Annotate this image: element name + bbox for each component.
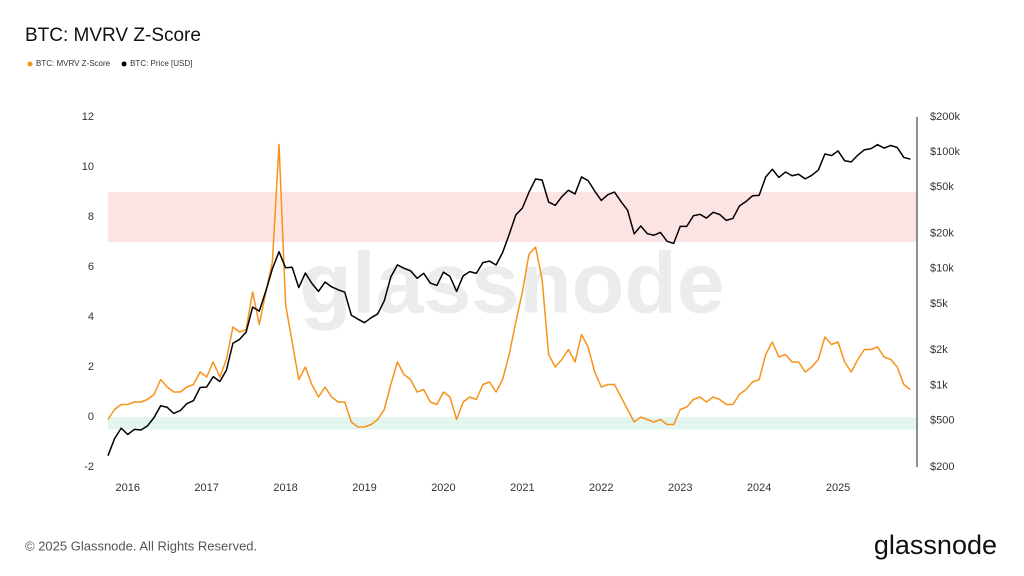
- x-tick-label: 2017: [194, 482, 218, 494]
- watermark: glassnode: [299, 236, 724, 332]
- y2-tick-label: $200: [930, 461, 954, 473]
- y2-tick-label: $10k: [930, 263, 954, 275]
- y-tick-label: 10: [82, 161, 94, 173]
- legend-label: BTC: MVRV Z-Score: [36, 59, 111, 68]
- y2-tick-label: $200k: [930, 111, 960, 123]
- x-tick-label: 2022: [589, 482, 613, 494]
- chart-title: BTC: MVRV Z-Score: [25, 25, 201, 46]
- logo: glassnode: [874, 530, 997, 560]
- y2-tick-label: $20k: [930, 228, 954, 240]
- y-tick-label: 8: [88, 211, 94, 223]
- y2-tick-label: $2k: [930, 344, 948, 356]
- y2-tick-label: $50k: [930, 181, 954, 193]
- y-tick-label: 12: [82, 111, 94, 123]
- y-tick-label: -2: [84, 461, 94, 473]
- y2-tick-label: $1k: [930, 379, 948, 391]
- series-line: [107, 143, 911, 428]
- x-tick-label: 2021: [510, 482, 534, 494]
- legend-marker: [27, 61, 33, 67]
- copyright: © 2025 Glassnode. All Rights Reserved.: [25, 538, 257, 553]
- y-tick-label: 4: [88, 311, 94, 323]
- x-tick-label: 2016: [115, 482, 139, 494]
- x-tick-label: 2024: [747, 482, 771, 494]
- x-tick-label: 2020: [431, 482, 455, 494]
- x-tick-label: 2023: [668, 482, 692, 494]
- x-tick-label: 2018: [273, 482, 297, 494]
- y-tick-label: 0: [88, 411, 94, 423]
- y2-tick-label: $500: [930, 414, 954, 426]
- band: [108, 192, 917, 242]
- band: [108, 417, 917, 430]
- y2-tick-label: $100k: [930, 146, 960, 158]
- y-tick-label: 2: [88, 361, 94, 373]
- x-tick-label: 2025: [826, 482, 850, 494]
- y-tick-label: 6: [88, 261, 94, 273]
- legend-marker: [121, 61, 127, 67]
- legend-label: BTC: Price [USD]: [130, 59, 192, 68]
- y2-tick-label: $5k: [930, 298, 948, 310]
- series-line: [107, 143, 911, 456]
- x-tick-label: 2019: [352, 482, 376, 494]
